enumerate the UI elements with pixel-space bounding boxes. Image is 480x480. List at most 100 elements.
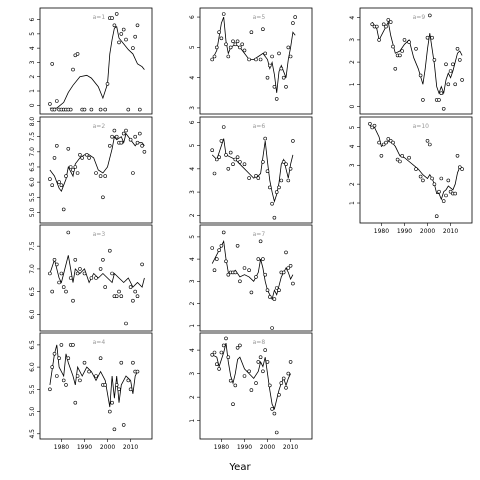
- data-point: [261, 27, 265, 32]
- panel-frame: [359, 116, 473, 224]
- data-point: [212, 268, 217, 273]
- fitted-line: [211, 16, 296, 93]
- data-point: [219, 244, 224, 248]
- data-point: [439, 176, 444, 181]
- data-point: [215, 257, 219, 261]
- data-point: [281, 75, 286, 80]
- data-point: [238, 160, 242, 164]
- data-point: [293, 15, 298, 19]
- data-point: [284, 250, 288, 255]
- data-point: [272, 297, 277, 301]
- data-point: [59, 343, 64, 347]
- data-point: [117, 40, 121, 45]
- panel-frame: [39, 332, 153, 440]
- data-point: [52, 351, 57, 356]
- data-point: [226, 355, 231, 360]
- data-point: [98, 356, 103, 361]
- data-point: [89, 107, 94, 112]
- data-point: [221, 125, 226, 129]
- data-point: [124, 321, 128, 326]
- data-point: [421, 98, 425, 102]
- x-tick-label: 2010: [443, 228, 458, 235]
- panel-frame: [199, 224, 313, 332]
- data-point: [57, 180, 61, 184]
- data-point: [89, 276, 94, 280]
- data-point: [242, 162, 247, 166]
- data-point: [103, 383, 107, 387]
- data-point: [377, 140, 381, 145]
- data-point: [267, 295, 272, 299]
- data-point: [247, 57, 251, 62]
- data-point: [110, 134, 114, 139]
- data-point: [460, 167, 464, 171]
- data-point: [444, 62, 448, 67]
- data-point: [66, 356, 71, 361]
- data-point: [437, 189, 441, 194]
- data-point: [221, 343, 226, 348]
- data-point: [48, 177, 52, 181]
- data-point: [279, 66, 284, 71]
- fitted-line: [212, 343, 291, 411]
- data-point: [267, 383, 272, 388]
- data-point: [215, 45, 219, 50]
- data-point: [430, 176, 434, 181]
- data-point: [448, 189, 453, 194]
- y-tick-label: 2: [349, 60, 356, 64]
- panel-4: 4.5 5.0 5.5 6.0 6.5 1980 1990 2000 2010 a=4: [29, 332, 153, 451]
- data-point: [126, 107, 131, 112]
- data-point: [85, 153, 89, 157]
- data-point: [291, 139, 295, 143]
- data-point: [418, 73, 423, 78]
- data-point: [217, 248, 221, 252]
- data-point: [98, 267, 103, 271]
- x-tick-label: 1990: [397, 228, 412, 235]
- data-point: [291, 21, 295, 25]
- data-point: [368, 122, 372, 126]
- y-tick-label: 6.5: [29, 162, 36, 172]
- data-point: [291, 281, 295, 286]
- data-point: [265, 75, 270, 80]
- y-tick-label: 5: [349, 125, 356, 129]
- data-point: [135, 369, 140, 374]
- data-point: [212, 171, 217, 176]
- data-point: [105, 82, 110, 86]
- data-point: [258, 239, 263, 244]
- data-point: [263, 136, 268, 141]
- data-point: [138, 107, 142, 112]
- y-tick-label: 1: [349, 82, 356, 86]
- data-point: [112, 23, 117, 28]
- data-point: [64, 383, 68, 387]
- data-point: [78, 267, 82, 271]
- panel-frame: [199, 332, 313, 440]
- data-point: [277, 392, 281, 397]
- panels-group: 0 1 2 3 4 5 6 a=1 5.0 5.5 6.0 6.5 7.0 7.5 8.0 a=2 6.0 6.5…: [29, 7, 473, 451]
- y-tick-label: 0: [29, 103, 36, 107]
- y-tick-label: 5: [189, 45, 196, 49]
- data-point: [247, 176, 251, 180]
- data-point: [256, 257, 261, 261]
- data-point: [228, 378, 233, 383]
- data-point: [274, 97, 279, 101]
- y-tick-label: 6: [189, 15, 196, 19]
- data-point: [140, 144, 144, 148]
- data-point: [110, 16, 114, 20]
- y-tick-label: 1: [29, 89, 36, 93]
- y-tick-label: 2: [29, 75, 36, 79]
- data-point: [453, 82, 458, 87]
- data-point: [66, 147, 71, 151]
- x-tick-label: 2000: [420, 228, 435, 235]
- data-point: [254, 174, 258, 178]
- x-tick-label: 2010: [123, 444, 138, 451]
- panel-9: 0 1 2 3 4 a=9: [349, 7, 473, 115]
- data-point: [71, 343, 75, 347]
- data-point: [272, 411, 277, 416]
- data-point: [112, 128, 117, 133]
- data-point: [455, 154, 460, 158]
- data-point: [133, 289, 137, 294]
- data-point: [133, 134, 137, 139]
- data-point: [425, 139, 430, 143]
- data-point: [68, 165, 73, 169]
- y-tick-label: 4: [189, 257, 196, 261]
- data-point: [455, 46, 460, 51]
- y-tick-label: 4: [29, 46, 36, 50]
